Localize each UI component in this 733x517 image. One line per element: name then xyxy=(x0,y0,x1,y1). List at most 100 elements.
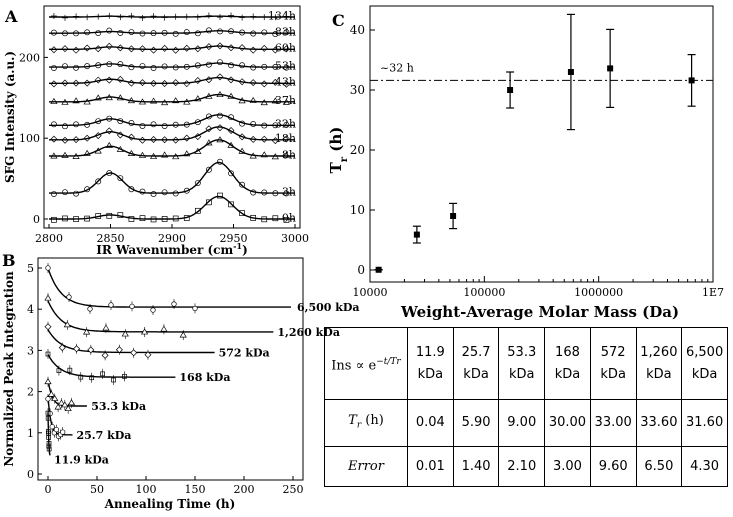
x-tick-label: 2950 xyxy=(220,232,248,245)
fit-curve xyxy=(47,267,291,308)
fit-curve xyxy=(47,379,87,407)
data-point xyxy=(46,435,52,440)
data-point xyxy=(100,371,105,377)
data-point xyxy=(283,29,290,36)
series-line xyxy=(49,45,295,50)
data-point xyxy=(95,62,102,69)
data-point xyxy=(62,215,68,222)
data-point xyxy=(272,63,279,70)
y-tick-label: 3 xyxy=(27,344,34,357)
data-point xyxy=(117,14,124,21)
data-point xyxy=(172,97,180,104)
data-point xyxy=(72,79,80,87)
data-point xyxy=(117,29,124,36)
data-point xyxy=(127,97,136,104)
panel-a-label: A xyxy=(4,7,18,26)
data-point xyxy=(172,215,179,222)
data-point xyxy=(50,80,58,88)
x-tick-label: 250 xyxy=(283,483,304,496)
data-point xyxy=(239,120,246,127)
data-point xyxy=(87,306,93,312)
table-header-error: Error xyxy=(324,446,408,487)
y-tick-label: 2 xyxy=(27,386,34,399)
data-point xyxy=(130,349,138,357)
series-line xyxy=(49,76,295,84)
series-label: 18h xyxy=(275,132,296,145)
table-cell: 6.50 xyxy=(635,446,683,487)
table-cell: 168 kDa xyxy=(544,326,591,401)
data-point xyxy=(73,345,81,353)
data-point xyxy=(161,136,169,144)
panel-c-plot: 10000 100000 1000000 1E7 0 10 20 30 40 ~32 h xyxy=(350,13,724,299)
data-point xyxy=(127,133,135,141)
data-point xyxy=(250,121,257,128)
series-line xyxy=(49,15,295,18)
panel-b-label: B xyxy=(2,251,16,270)
data-point xyxy=(194,180,201,187)
data-point xyxy=(138,136,146,144)
series-label: 53.3 kDa xyxy=(91,400,146,413)
data-point xyxy=(45,265,51,271)
data-point xyxy=(61,136,69,144)
data-point xyxy=(50,191,57,197)
data-point xyxy=(271,78,279,86)
data-point xyxy=(183,13,190,20)
data-point xyxy=(205,166,212,173)
data-point xyxy=(45,351,51,357)
data-point xyxy=(228,170,234,177)
data-point xyxy=(205,92,213,99)
data-point xyxy=(150,121,157,128)
data-point xyxy=(161,14,168,21)
data-point xyxy=(73,30,80,37)
table-cell: 5.90 xyxy=(452,399,500,448)
data-point xyxy=(238,147,246,154)
data-point xyxy=(183,80,191,88)
data-point xyxy=(64,405,72,412)
x-tick-label: 1E7 xyxy=(702,286,724,299)
data-point xyxy=(139,63,146,69)
table-cell: 4.30 xyxy=(681,446,728,487)
y-tick-label: 4 xyxy=(27,303,34,316)
data-point xyxy=(66,294,72,300)
data-point xyxy=(183,215,190,221)
y-tick-label: 1 xyxy=(27,427,34,440)
data-point xyxy=(128,12,135,19)
series-label: 60h xyxy=(275,42,296,55)
data-point xyxy=(128,29,135,36)
data-point xyxy=(217,192,223,199)
data-point xyxy=(205,43,213,51)
data-point xyxy=(144,351,152,359)
series-label: 8h xyxy=(282,148,296,161)
data-point xyxy=(115,346,123,354)
data-point xyxy=(205,12,212,19)
data-point xyxy=(50,65,57,72)
data-point xyxy=(72,136,80,144)
series-line xyxy=(49,126,295,141)
data-point xyxy=(238,133,246,141)
series-label: 32h xyxy=(275,118,296,131)
data-point xyxy=(61,151,69,158)
data-point xyxy=(205,113,212,120)
data-point xyxy=(413,231,420,238)
data-point xyxy=(261,122,268,129)
data-point xyxy=(57,399,66,406)
data-point xyxy=(261,14,268,21)
x-tick-label: 100 xyxy=(136,483,157,496)
panel-a-ylabel: SFG Intensity (a.u.) xyxy=(3,51,17,183)
data-point xyxy=(283,64,290,71)
data-point xyxy=(117,212,124,218)
data-point xyxy=(60,429,66,435)
data-point xyxy=(249,152,257,159)
data-point xyxy=(283,13,290,20)
panel-b-xlabel: Annealing Time (h) xyxy=(104,497,236,511)
table-cell: 1,260 kDa xyxy=(635,326,683,401)
data-point xyxy=(239,29,246,36)
series-line xyxy=(49,195,295,220)
fit-curve xyxy=(47,329,215,354)
data-point xyxy=(138,79,146,87)
y-tick-label: 0 xyxy=(27,468,34,481)
data-point xyxy=(283,217,290,223)
data-point xyxy=(47,390,55,397)
data-point xyxy=(95,13,102,20)
data-point xyxy=(128,64,135,71)
